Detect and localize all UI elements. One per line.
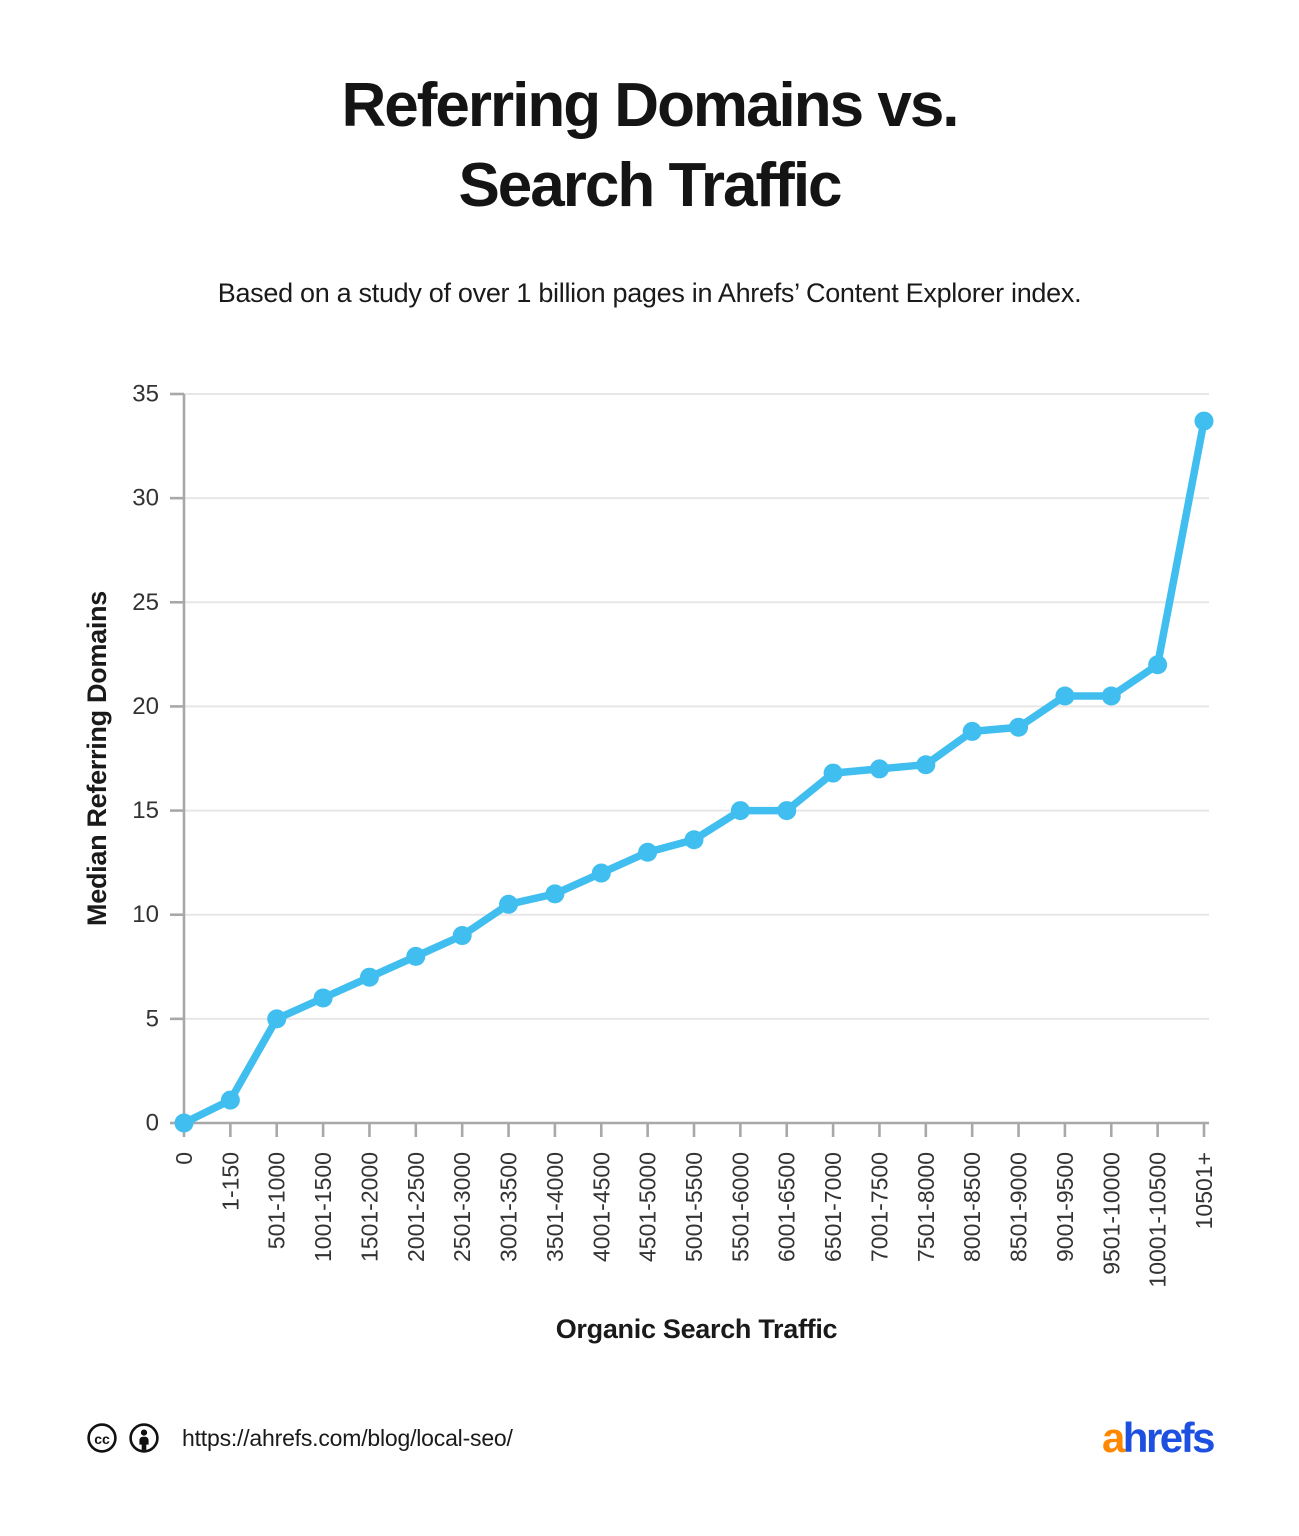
ahrefs-logo: ahrefs xyxy=(1101,1414,1216,1461)
y-tick-label: 5 xyxy=(146,1005,159,1032)
data-point xyxy=(359,967,379,987)
x-tick-label: 1501-2000 xyxy=(356,1152,382,1262)
data-point xyxy=(730,801,750,821)
data-point xyxy=(267,1009,287,1029)
data-point xyxy=(916,755,936,775)
title-line-2: Search Traffic xyxy=(458,151,842,220)
y-tick-label: 30 xyxy=(132,485,159,512)
x-tick-label: 7001-7500 xyxy=(866,1152,892,1262)
y-tick-label: 35 xyxy=(132,381,159,408)
x-tick-label: 9001-9500 xyxy=(1052,1152,1078,1262)
title-line-1: Referring Domains vs. xyxy=(341,71,959,140)
data-point xyxy=(313,988,333,1008)
data-point xyxy=(869,759,889,779)
logo-hrefs: hrefs xyxy=(1122,1414,1216,1461)
x-tick-label: 7501-8000 xyxy=(913,1152,939,1262)
x-tick-label: 1001-1500 xyxy=(310,1152,336,1262)
x-tick-label: 9501-10000 xyxy=(1098,1152,1124,1275)
source-url: https://ahrefs.com/blog/local-seo/ xyxy=(182,1424,513,1451)
data-point xyxy=(684,830,704,850)
data-point xyxy=(452,926,472,946)
x-tick-label: 6501-7000 xyxy=(820,1152,846,1262)
x-tick-label: 5001-5500 xyxy=(681,1152,707,1262)
footer: cc https://ahrefs.com/blog/local-seo/ ah… xyxy=(86,1408,1216,1468)
x-tick-label: 3501-4000 xyxy=(542,1152,568,1262)
data-point xyxy=(638,842,658,862)
data-point xyxy=(1055,686,1075,706)
x-tick-label: 6001-6500 xyxy=(774,1152,800,1262)
data-point xyxy=(823,763,843,783)
y-tick-label: 15 xyxy=(132,797,159,824)
x-axis-title: Organic Search Traffic xyxy=(556,1314,838,1344)
x-tick-label: 8501-9000 xyxy=(1006,1152,1032,1262)
data-line xyxy=(180,417,1208,1127)
data-point xyxy=(777,801,797,821)
data-point xyxy=(1194,411,1214,431)
data-point xyxy=(962,721,982,741)
x-tick-label: 501-1000 xyxy=(264,1152,290,1249)
x-tick-label: 1-150 xyxy=(217,1152,243,1211)
x-tick-label: 5501-6000 xyxy=(727,1152,753,1262)
x-tick-label: 10501+ xyxy=(1191,1152,1217,1229)
y-tick-label: 0 xyxy=(146,1110,159,1137)
data-point xyxy=(406,946,426,966)
x-tick-label: 3001-3500 xyxy=(496,1152,522,1262)
svg-text:cc: cc xyxy=(94,1431,110,1447)
data-point xyxy=(1101,686,1121,706)
logo-letter-a: a xyxy=(1101,1414,1125,1461)
license-badges: cc https://ahrefs.com/blog/local-seo/ xyxy=(86,1422,513,1454)
data-point xyxy=(1009,717,1029,737)
cc-icon: cc xyxy=(87,1423,117,1453)
page-title: Referring Domains vs. Search Traffic xyxy=(0,66,1299,226)
data-point xyxy=(499,894,519,914)
data-point xyxy=(1148,655,1168,675)
page-subtitle: Based on a study of over 1 billion pages… xyxy=(217,278,1082,308)
x-tick-label: 0 xyxy=(171,1152,197,1165)
x-tick-label: 10001-10500 xyxy=(1145,1152,1171,1288)
y-axis-title: Median Referring Domains xyxy=(82,591,112,926)
x-tick-label: 4501-5000 xyxy=(635,1152,661,1262)
data-point xyxy=(591,863,611,883)
y-tick-label: 25 xyxy=(132,589,159,616)
attribution-icon xyxy=(129,1423,159,1453)
y-tick-label: 20 xyxy=(132,693,159,720)
x-tick-label: 2001-2500 xyxy=(403,1152,429,1262)
y-tick-label: 10 xyxy=(132,901,159,928)
x-tick-label: 4001-4500 xyxy=(588,1152,614,1262)
data-point xyxy=(174,1113,194,1133)
data-point xyxy=(545,884,565,904)
data-point xyxy=(220,1090,240,1110)
x-tick-label: 8001-8500 xyxy=(959,1152,985,1262)
x-tick-label: 2501-3000 xyxy=(449,1152,475,1262)
